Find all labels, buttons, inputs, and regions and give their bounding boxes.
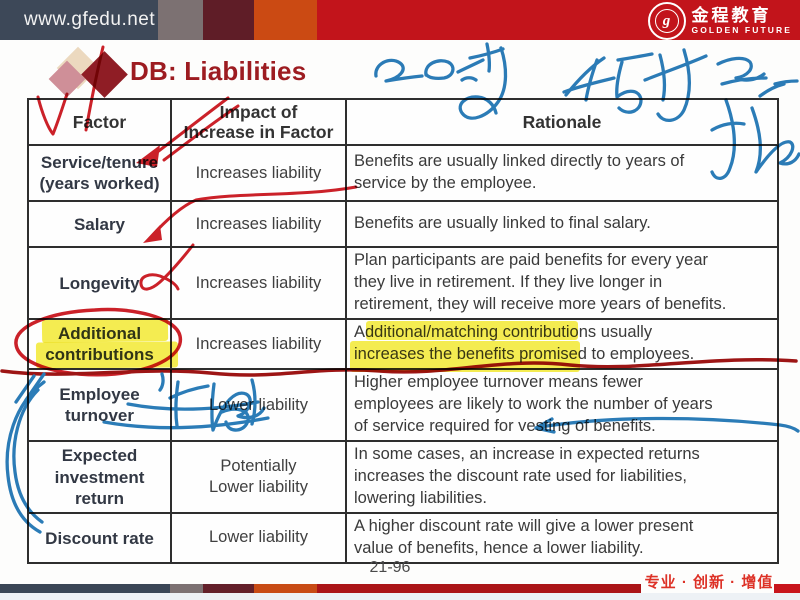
footer-segment-slate [0,584,170,593]
cell-factor: Salary [27,200,172,249]
cell-rationale: Additional/matching contributions usuall… [345,318,779,371]
footer-segment-maroon [203,584,254,593]
footer-segment-orange [254,584,317,593]
banner-segment-gray [158,0,203,40]
table-row: Service/tenure (years worked) Increases … [27,144,779,203]
cell-impact: Lower liability [170,368,347,443]
brand-text: 金程教育 GOLDEN FUTURE [691,5,793,35]
cell-rationale: In some cases, an increase in expected r… [345,440,779,515]
footer-segment-gray [170,584,203,593]
page-title: DB: Liabilities [130,56,307,86]
cell-impact: Lower liability [170,512,347,565]
site-url: www.gfedu.net [24,9,156,30]
header-rationale: Rationale [345,97,779,147]
brand-name-cn: 金程教育 [691,5,772,25]
logo-seal-icon: g [647,2,686,40]
header-impact: Impact of Increase in Factor [170,97,347,147]
brand-logo: g 金程教育 GOLDEN FUTURE [647,2,793,40]
cell-impact: Increases liability [170,200,347,249]
cell-rationale: Benefits are usually linked directly to … [345,144,779,203]
bottom-strip [0,593,800,600]
cell-rationale: A higher discount rate will give a lower… [345,512,779,565]
banner-segment-red: g 金程教育 GOLDEN FUTURE [317,0,800,40]
page-number: 21-96 [369,559,411,576]
footer-slogan: 专业 · 创新 · 增值 [644,574,774,591]
cell-factor: Expected investment return [27,440,172,515]
brand-name-en: GOLDEN FUTURE [691,24,792,35]
liability-factors-table: Factor Impact of Increase in Factor Rati… [27,97,779,565]
top-banner: www.gfedu.net g 金程教育 GOLDEN FUTURE [0,0,800,40]
footer-segment-crimson [317,584,641,593]
cell-rationale: Plan participants are paid benefits for … [345,246,779,321]
cell-rationale: Higher employee turnover means fewer emp… [345,368,779,443]
table-row: Salary Increases liability Benefits are … [27,200,779,249]
banner-segment-maroon [203,0,254,40]
banner-segment-orange [254,0,317,40]
cell-impact: Increases liability [170,144,347,203]
table-header-row: Factor Impact of Increase in Factor Rati… [27,97,779,147]
table-row: Expected investment return Potentially L… [27,440,779,515]
footer-bar [0,584,641,593]
cell-factor-highlighted: Additional contributions [27,318,172,371]
table-row: Longevity Increases liability Plan parti… [27,246,779,321]
cell-impact: Potentially Lower liability [170,440,347,515]
cell-impact: Increases liability [170,246,347,321]
cell-factor: Service/tenure (years worked) [27,144,172,203]
table-row: Additional contributions Increases liabi… [27,318,779,371]
cell-rationale: Benefits are usually linked to final sal… [345,200,779,249]
header-factor: Factor [27,97,172,147]
table-row: Employee turnover Lower liability Higher… [27,368,779,443]
url-block: www.gfedu.net [0,0,158,40]
cell-factor: Longevity [27,246,172,321]
logo-seal-letter: g [654,9,679,33]
footer-segment-end [774,584,800,593]
cell-impact: Increases liability [170,318,347,371]
cell-factor: Employee turnover [27,368,172,443]
cell-factor: Discount rate [27,512,172,565]
table-row: Discount rate Lower liability A higher d… [27,512,779,565]
